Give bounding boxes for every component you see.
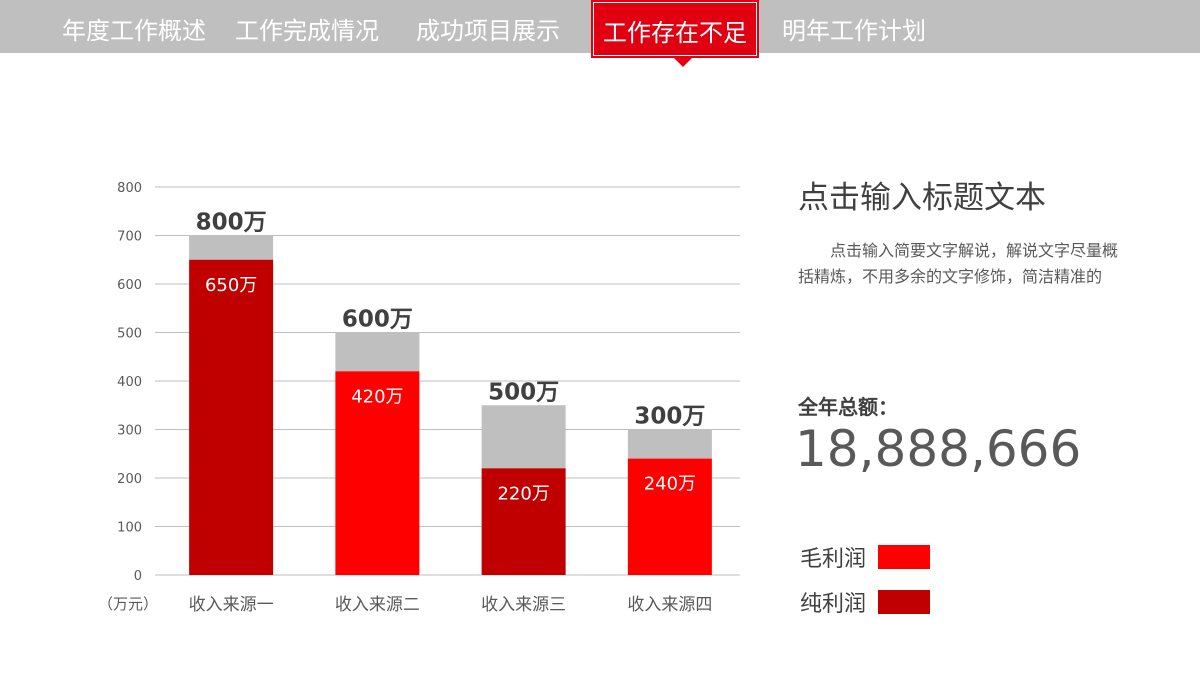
legend-item-gross-profit: 毛利润 [800, 541, 931, 573]
x-tick-label: 收入来源二 [335, 595, 420, 615]
total-data-label: 300万 [634, 404, 705, 430]
total-data-label: 600万 [342, 307, 413, 333]
legend-swatch [878, 590, 931, 614]
y-tick-label: 400 [117, 375, 142, 390]
bar-value [481, 468, 566, 575]
y-tick-label: 500 [117, 327, 142, 342]
total-value: 18,888,666 [795, 420, 1082, 478]
bar-value [189, 259, 274, 575]
y-tick-label: 600 [117, 278, 142, 293]
tab-successful-projects[interactable]: 成功项目展示 [416, 17, 560, 45]
side-title[interactable]: 点击输入标题文本 [798, 180, 1046, 216]
tab-work-shortcomings[interactable]: 工作存在不足 [591, 0, 759, 58]
y-tick-label: 700 [117, 230, 142, 245]
unit-label: （万元） [98, 595, 158, 613]
tab-annual-overview[interactable]: 年度工作概述 [62, 17, 206, 45]
value-data-label: 420万 [351, 386, 403, 407]
value-data-label: 240万 [644, 474, 696, 495]
y-tick-label: 800 [117, 181, 142, 196]
x-tick-label: 收入来源四 [627, 595, 712, 615]
active-tab-pointer [672, 56, 694, 67]
side-description[interactable]: 点击输入简要文字解说，解说文字尽量概括精炼，不用多余的文字修饰，简洁精准的 [798, 241, 1119, 286]
y-tick-label: 100 [117, 521, 142, 536]
bar-total-remainder [481, 405, 566, 469]
tab-work-completion[interactable]: 工作完成情况 [235, 17, 379, 45]
y-tick-label: 300 [117, 424, 142, 439]
y-tick-label: 0 [134, 569, 142, 584]
total-data-label: 800万 [196, 210, 267, 236]
legend-item-net-profit: 纯利润 [800, 586, 931, 618]
total-data-label: 500万 [488, 379, 559, 405]
bar-total-remainder [189, 235, 274, 260]
legend-label: 毛利润 [800, 547, 867, 572]
bar-total-remainder [335, 332, 420, 372]
y-tick-label: 200 [117, 472, 142, 487]
tab-next-year-plan[interactable]: 明年工作计划 [782, 17, 926, 45]
value-data-label: 220万 [497, 483, 549, 504]
legend-swatch [878, 545, 931, 569]
total-label: 全年总额： [798, 395, 898, 419]
bar-total-remainder [627, 429, 712, 459]
value-data-label: 650万 [205, 275, 257, 296]
top-nav: 年度工作概述 工作完成情况 成功项目展示 工作存在不足 明年工作计划 [0, 0, 1200, 58]
bar-value [335, 371, 420, 575]
x-tick-label: 收入来源三 [481, 595, 566, 615]
x-tick-label: 收入来源一 [189, 595, 274, 615]
bar-value [627, 458, 712, 575]
legend-label: 纯利润 [800, 592, 867, 617]
